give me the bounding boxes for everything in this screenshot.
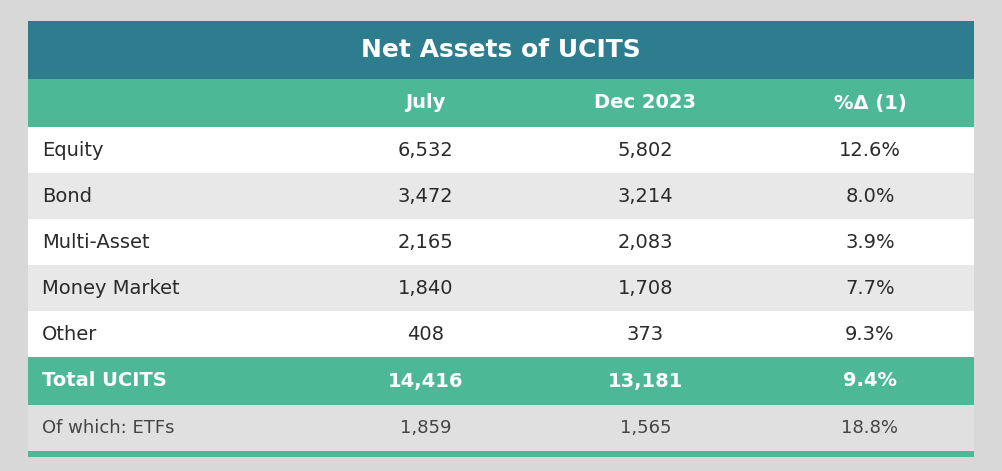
Text: Of which: ETFs: Of which: ETFs: [42, 419, 174, 437]
Bar: [28, 357, 326, 405]
Text: 1,840: 1,840: [398, 278, 453, 298]
Bar: [326, 405, 525, 451]
Bar: [525, 265, 766, 311]
Bar: [326, 219, 525, 265]
Text: 9.4%: 9.4%: [843, 372, 897, 390]
Text: 1,859: 1,859: [400, 419, 451, 437]
Bar: [28, 173, 326, 219]
Text: 6,532: 6,532: [398, 140, 453, 160]
Text: 2,165: 2,165: [398, 233, 453, 252]
Bar: [525, 405, 766, 451]
Text: 12.6%: 12.6%: [839, 140, 901, 160]
Text: July: July: [405, 94, 446, 113]
Bar: [28, 127, 326, 173]
Bar: [28, 451, 974, 457]
Bar: [326, 265, 525, 311]
Text: 9.3%: 9.3%: [845, 325, 895, 343]
Bar: [766, 405, 974, 451]
Text: Bond: Bond: [42, 187, 92, 205]
Bar: [28, 405, 326, 451]
Text: 13,181: 13,181: [607, 372, 683, 390]
Text: 408: 408: [407, 325, 444, 343]
Text: 3,472: 3,472: [398, 187, 453, 205]
Text: 373: 373: [626, 325, 664, 343]
Text: 8.0%: 8.0%: [846, 187, 895, 205]
Text: Net Assets of UCITS: Net Assets of UCITS: [361, 38, 641, 62]
Bar: [326, 311, 525, 357]
Bar: [525, 79, 766, 127]
Text: 3,214: 3,214: [617, 187, 673, 205]
Bar: [326, 173, 525, 219]
Text: 5,802: 5,802: [617, 140, 673, 160]
Bar: [766, 219, 974, 265]
Text: Dec 2023: Dec 2023: [594, 94, 696, 113]
Bar: [766, 265, 974, 311]
Bar: [525, 357, 766, 405]
Bar: [28, 219, 326, 265]
Bar: [28, 79, 326, 127]
Text: Money Market: Money Market: [42, 278, 179, 298]
Bar: [326, 79, 525, 127]
Text: %Δ (1): %Δ (1): [834, 94, 907, 113]
Bar: [525, 173, 766, 219]
Text: Multi-Asset: Multi-Asset: [42, 233, 149, 252]
Bar: [766, 357, 974, 405]
Text: 1,565: 1,565: [619, 419, 671, 437]
Bar: [525, 311, 766, 357]
Bar: [766, 127, 974, 173]
Bar: [28, 21, 974, 79]
Bar: [525, 219, 766, 265]
Bar: [326, 127, 525, 173]
Text: 1,708: 1,708: [617, 278, 673, 298]
Text: 3.9%: 3.9%: [845, 233, 895, 252]
Text: Equity: Equity: [42, 140, 103, 160]
Bar: [326, 357, 525, 405]
Text: 7.7%: 7.7%: [845, 278, 895, 298]
Text: 14,416: 14,416: [388, 372, 463, 390]
Bar: [28, 265, 326, 311]
Bar: [766, 311, 974, 357]
Text: Other: Other: [42, 325, 97, 343]
Bar: [766, 173, 974, 219]
Text: Total UCITS: Total UCITS: [42, 372, 166, 390]
Bar: [766, 79, 974, 127]
Text: 18.8%: 18.8%: [842, 419, 899, 437]
Text: 2,083: 2,083: [617, 233, 673, 252]
Bar: [28, 311, 326, 357]
Bar: [525, 127, 766, 173]
